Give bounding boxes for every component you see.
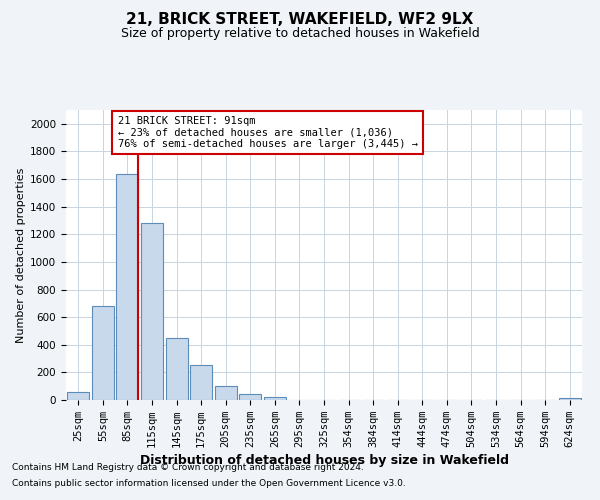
Text: Contains public sector information licensed under the Open Government Licence v3: Contains public sector information licen… bbox=[12, 478, 406, 488]
Bar bbox=[239, 394, 262, 400]
Y-axis label: Number of detached properties: Number of detached properties bbox=[16, 168, 26, 342]
Bar bbox=[116, 174, 139, 400]
Bar bbox=[215, 386, 237, 400]
Bar bbox=[92, 306, 114, 400]
Text: 21 BRICK STREET: 91sqm
← 23% of detached houses are smaller (1,036)
76% of semi-: 21 BRICK STREET: 91sqm ← 23% of detached… bbox=[118, 116, 418, 149]
Bar bbox=[141, 223, 163, 400]
Bar bbox=[264, 397, 286, 400]
Text: Contains HM Land Registry data © Crown copyright and database right 2024.: Contains HM Land Registry data © Crown c… bbox=[12, 464, 364, 472]
Bar bbox=[67, 392, 89, 400]
X-axis label: Distribution of detached houses by size in Wakefield: Distribution of detached houses by size … bbox=[139, 454, 509, 467]
Bar bbox=[559, 398, 581, 400]
Text: 21, BRICK STREET, WAKEFIELD, WF2 9LX: 21, BRICK STREET, WAKEFIELD, WF2 9LX bbox=[127, 12, 473, 28]
Text: Size of property relative to detached houses in Wakefield: Size of property relative to detached ho… bbox=[121, 28, 479, 40]
Bar bbox=[166, 338, 188, 400]
Bar bbox=[190, 366, 212, 400]
